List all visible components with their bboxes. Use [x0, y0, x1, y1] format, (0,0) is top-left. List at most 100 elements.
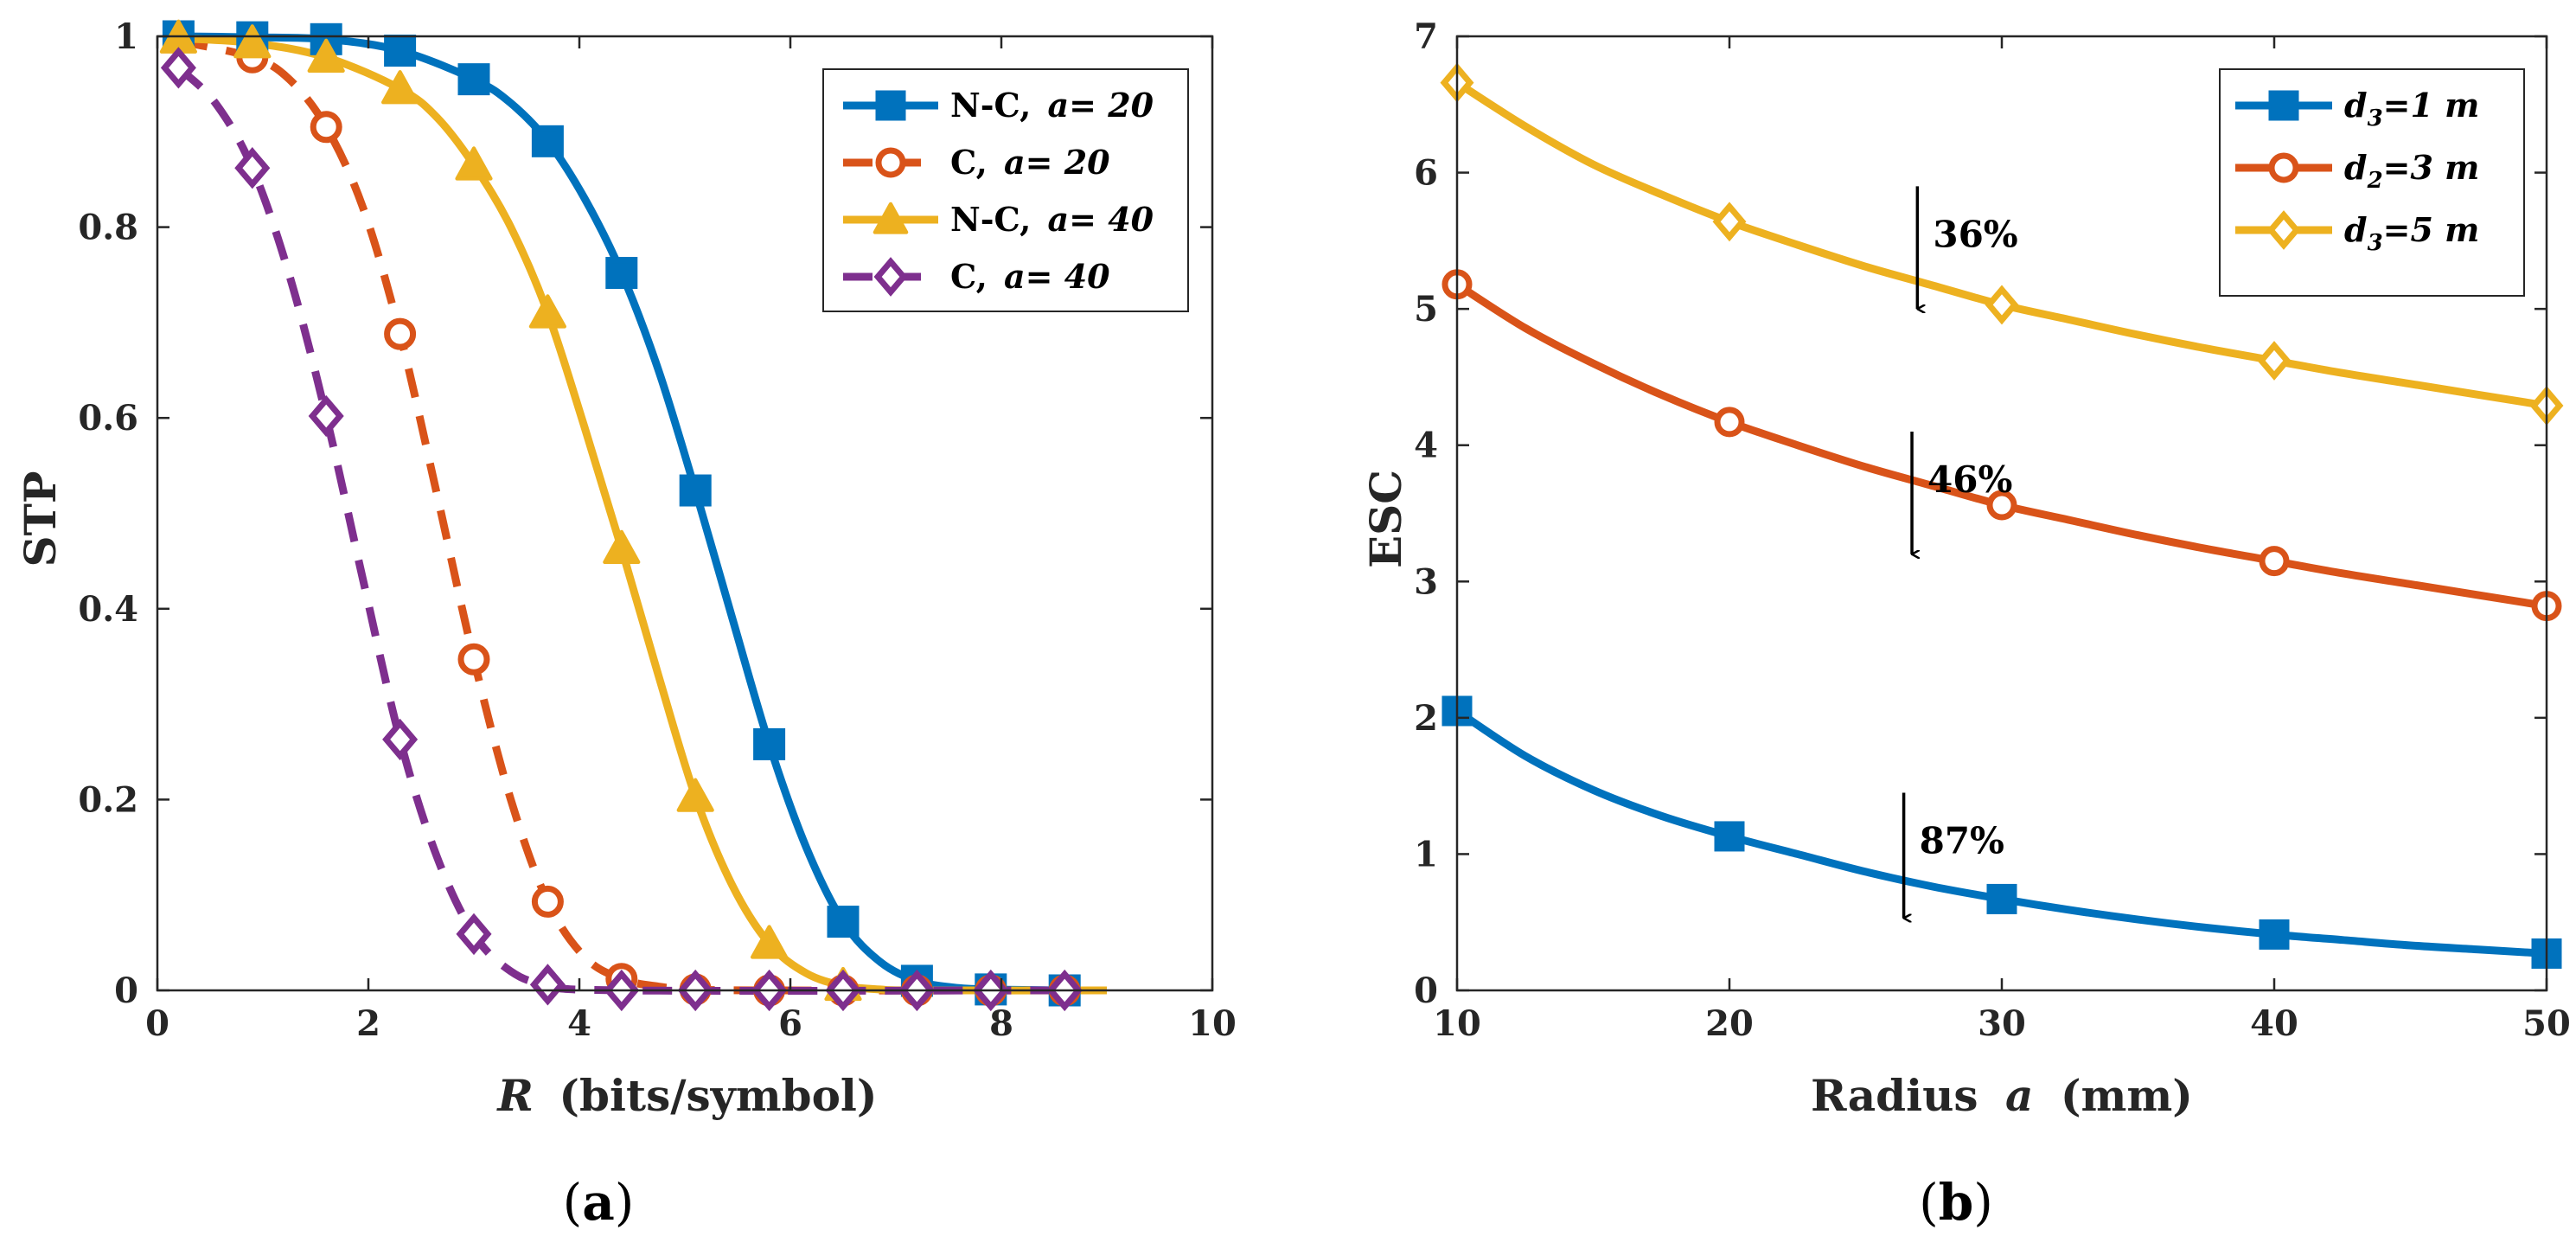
panel-a-legend-label-2: N-C, a= 40	[950, 200, 1154, 239]
panel-a-legend-label-2-prefix: N-C,	[950, 200, 1043, 239]
panel-a-legend-label-3: C, a= 40	[950, 257, 1110, 296]
panel-b-ytick-label: 3	[1414, 561, 1438, 602]
panel-a-series-2-point	[455, 146, 493, 181]
panel-a-series-0-point	[531, 125, 564, 157]
panel-a-legend-label-1-var: a= 20	[1004, 143, 1110, 182]
panel-b-xtick-label: 40	[2250, 1003, 2298, 1044]
panel-a-series-3-point	[308, 394, 344, 438]
panel-a-series-3-point	[160, 47, 196, 89]
panel-a-legend-marker-0	[875, 90, 906, 121]
panel-a-legend-label-0-prefix: N-C,	[950, 86, 1043, 125]
panel-b-legend-marker-1	[2268, 152, 2299, 183]
panel-b-series-2-point	[2257, 341, 2292, 381]
panel-a-series-3-point	[529, 964, 566, 1006]
panel-a-legend-marker-3	[873, 257, 908, 297]
panel-b-caption-letter: b	[1939, 1173, 1974, 1232]
panel-b-series-0-point	[2259, 919, 2290, 950]
panel-a-series-0-point	[827, 906, 860, 938]
panel-b-xlabel: Radius a (mm)	[1811, 1070, 2193, 1121]
panel-b-ytick-label: 6	[1414, 153, 1438, 194]
panel-a-xlabel-rest: (bits/symbol)	[559, 1070, 877, 1121]
panel-b-ytick-label: 7	[1414, 16, 1438, 57]
panel-a-legend: N-C, a= 20C, a= 20N-C, a= 40C, a= 40	[822, 68, 1189, 312]
panel-a-xlabel-var: R	[495, 1070, 534, 1121]
panel-b-xtick-label: 20	[1705, 1003, 1754, 1044]
panel-b-caption: (b)	[1919, 1173, 1993, 1232]
panel-b-legend-label-1-sub: 2	[2367, 168, 2383, 194]
panel-a-series-1-point	[531, 885, 564, 918]
panel-b-annotation-label-2: 87%	[1920, 820, 2004, 862]
panel-a-series-2-point	[381, 70, 419, 105]
panel-a-series-0-point	[384, 35, 417, 67]
panel-b-ytick-label: 1	[1414, 834, 1438, 874]
panel-a-xtick-label: 0	[145, 1003, 169, 1044]
panel-b-legend-label-1-main: d	[2344, 148, 2368, 187]
panel-a-series-3-point	[382, 718, 419, 761]
panel-a-series-2-point	[528, 294, 567, 329]
panel-a-ytick-label: 0.4	[78, 589, 138, 630]
panel-a-series-2-point	[676, 778, 714, 812]
panel-a-series-2-point	[233, 24, 272, 59]
panel-a-series-0-point	[605, 257, 638, 290]
panel-a-legend-label-1-prefix: C,	[950, 143, 999, 182]
panel-a-legend-label-0: N-C, a= 20	[950, 86, 1154, 125]
panel-a-series-1-point	[457, 643, 490, 676]
panel-a-series-0-point	[753, 727, 786, 760]
panel-a-series-1-point	[310, 111, 342, 144]
panel-b-legend-label-1: d2=3 m	[2344, 148, 2479, 194]
panel-a-series-3-point	[456, 913, 492, 956]
panel-a-legend-label-2-var: a= 40	[1048, 200, 1154, 239]
panel-b-series-1-point	[1986, 490, 2017, 521]
panel-a-axes-box	[156, 35, 1214, 992]
panel-a-caption: (a)	[563, 1173, 635, 1232]
panel-b-legend-marker-0	[2268, 90, 2299, 121]
panel-b-series-2-line	[1454, 79, 2547, 410]
panel-b-series-2-point	[1985, 285, 2019, 325]
panel-b-annotation-label-0: 36%	[1933, 213, 2017, 255]
panel-a-stp-chart: 0 2 4 6 8 10 0 0.2 0.4 0.6 0.8 1 STP R (bits/symbol…	[15, 16, 1237, 1232]
panel-a-xlabel: R (bits/symbol)	[495, 1070, 877, 1121]
panel-b-ytick-label: 0	[1414, 970, 1438, 1011]
panel-a-xtick-label: 4	[567, 1003, 591, 1044]
panel-a-series-3-line	[176, 65, 1065, 995]
panel-b-legend-label-0-rest: =1 m	[2383, 86, 2480, 125]
panel-a-ytick-label: 0.8	[78, 208, 138, 248]
panel-b-series-0-point	[1986, 883, 2017, 914]
panel-b-legend-marker-2	[2266, 210, 2301, 250]
panel-a-series-0-point	[457, 63, 490, 96]
panel-b-series-1-point	[1714, 407, 1745, 438]
panel-b-legend-label-2-main: d	[2344, 210, 2368, 249]
panel-b-ytick-label: 4	[1414, 426, 1438, 466]
panel-b-legend-label-2-rest: =5 m	[2383, 210, 2480, 249]
panel-b-ytick-label: 2	[1414, 698, 1438, 739]
panel-b-annotation-label-1: 46%	[1927, 458, 2012, 501]
panel-b-xtick-label: 50	[2522, 1003, 2571, 1044]
panel-a-legend-marker-2	[873, 202, 909, 234]
panel-a-xtick-label: 6	[778, 1003, 802, 1044]
panel-b-legend-label-2-sub: 3	[2368, 230, 2383, 256]
panel-a-series-1-point	[384, 317, 417, 350]
panel-b-xtick-label: 30	[1978, 1003, 2026, 1044]
panel-b-xtick-label: 10	[1433, 1003, 1481, 1044]
panel-a-series-2-point	[307, 38, 345, 73]
panel-b-legend-label-1-rest: =3 m	[2383, 148, 2480, 187]
panel-b-legend-label-0: d3=1 m	[2344, 86, 2479, 131]
panel-a-ytick-label: 0.2	[78, 779, 138, 820]
panel-a-series-3-point	[234, 147, 271, 189]
panel-a-xtick-label: 2	[356, 1003, 380, 1044]
panel-a-xtick-label: 10	[1188, 1003, 1237, 1044]
panel-b-series-2-point	[1712, 202, 1747, 242]
panel-a-xtick-label: 8	[989, 1003, 1013, 1044]
panel-b-legend-label-0-sub: 3	[2368, 106, 2383, 131]
panel-b-legend-label-0-main: d	[2344, 86, 2368, 125]
panel-a-legend-label-3-prefix: C,	[950, 257, 999, 296]
panel-b-esc-chart: 10 20 30 40 50 0 1 2 3 4 5 6 7 36% 46% 87% ESC Radius …	[1360, 16, 2571, 1232]
panel-a-ytick-label: 1	[114, 16, 138, 57]
panel-a-series-2-point	[603, 529, 641, 565]
panel-b-series-0-point	[1714, 821, 1745, 852]
panel-a-ylabel: STP	[15, 471, 66, 567]
panel-a-legend-marker-1	[875, 147, 906, 178]
panel-a-legend-label-0-var: a= 20	[1048, 86, 1154, 125]
panel-a-ytick-label: 0.6	[78, 398, 138, 439]
